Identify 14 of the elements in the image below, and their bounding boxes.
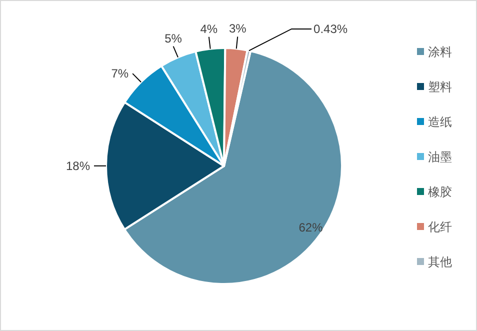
legend-label: 油墨 <box>428 150 452 164</box>
data-label: 3% <box>228 22 247 36</box>
legend-label: 橡胶 <box>428 185 452 199</box>
data-label: 62% <box>298 220 324 234</box>
legend-label: 涂料 <box>428 45 452 59</box>
legend-label: 造纸 <box>428 115 452 129</box>
legend-label: 其他 <box>428 255 452 269</box>
data-label: 7% <box>111 66 129 81</box>
data-label: 0.43% <box>314 22 348 36</box>
legend-label: 化纤 <box>428 220 452 234</box>
data-label: 4% <box>200 22 218 36</box>
data-label: 5% <box>164 31 182 46</box>
legend-label: 塑料 <box>428 80 452 94</box>
data-label: 18% <box>66 158 90 173</box>
